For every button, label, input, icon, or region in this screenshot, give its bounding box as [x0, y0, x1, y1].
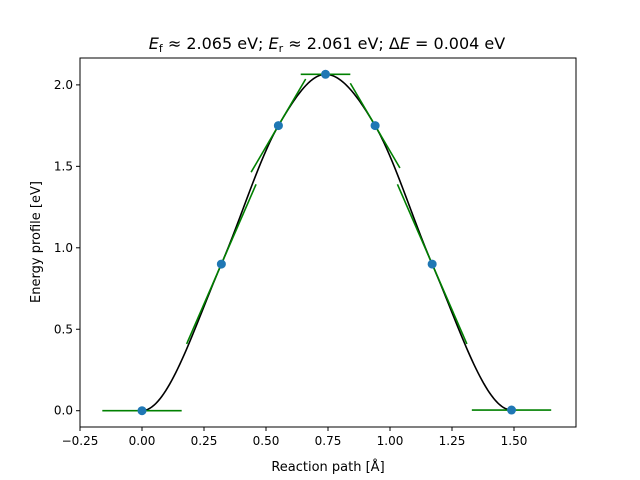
image-point — [427, 259, 437, 269]
image-point — [137, 406, 147, 416]
image-point — [321, 69, 331, 79]
x-tick-label: 1.25 — [439, 434, 466, 448]
x-tick-label: −0.25 — [62, 434, 99, 448]
image-point — [273, 121, 283, 131]
x-tick-label: 0.25 — [191, 434, 218, 448]
x-tick-label: 0.00 — [129, 434, 156, 448]
x-axis-label: Reaction path [Å] — [271, 459, 384, 475]
x-tick-label: 1.00 — [377, 434, 404, 448]
x-tick-label: 0.75 — [315, 434, 342, 448]
image-point — [507, 405, 517, 415]
y-tick-label: 1.5 — [54, 159, 73, 173]
image-point — [216, 259, 226, 269]
y-tick-label: 1.0 — [54, 241, 73, 255]
y-axis-ticks: 0.0 0.5 1.0 1.5 2.0 — [54, 78, 80, 418]
plot-title: Ef ≈ 2.065 eV; Er ≈ 2.061 eV; ΔE = 0.004… — [149, 34, 505, 55]
svg-text:Ef ≈ 2.065 eV; Er ≈ 2.061 eV;: Ef ≈ 2.065 eV; Er ≈ 2.061 eV; ΔE = 0.004… — [149, 34, 505, 55]
y-tick-label: 0.0 — [54, 404, 73, 418]
axes-frame — [79, 57, 577, 428]
y-axis-label: Energy profile [eV] — [29, 181, 44, 303]
y-tick-label: 2.0 — [54, 78, 73, 92]
plot-area — [102, 69, 552, 416]
x-tick-label: 0.50 — [253, 434, 280, 448]
x-axis-ticks: −0.25 0.00 0.25 0.50 0.75 1.00 1.25 1.50 — [62, 427, 528, 448]
energy-curve — [141, 73, 512, 412]
y-tick-label: 0.5 — [54, 322, 73, 336]
x-tick-label: 1.50 — [501, 434, 528, 448]
image-point — [370, 121, 380, 131]
